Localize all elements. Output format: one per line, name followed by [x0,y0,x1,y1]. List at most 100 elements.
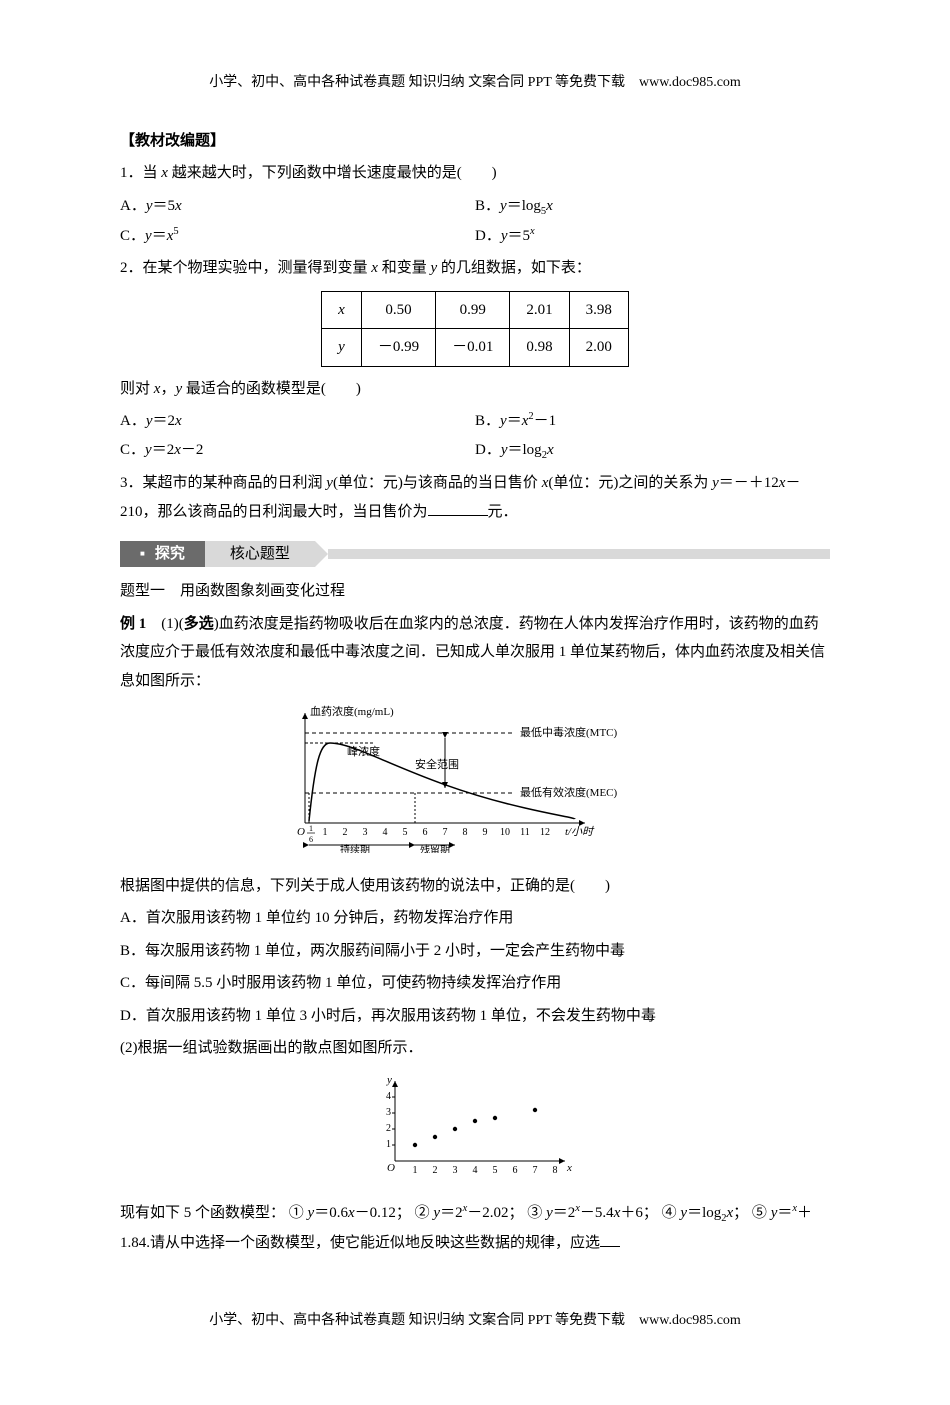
q3-stem: 3．某超市的某种商品的日利润 y(单位：元)与该商品的当日售价 x(单位：元)之… [120,469,830,526]
opt-var-x: x [174,442,181,458]
blank-input[interactable] [428,500,488,516]
ex1-p3b: 请从中选择一个函数模型，使它能近似地反映这些数据的规律，应选 [150,1235,600,1251]
q3-tail: 元． [488,504,518,520]
footer-link: 小学、初中、高中各种试卷真题 知识归纳 文案合同 PPT 等免费下载 www.d… [120,1308,830,1335]
fig2-yt: 4 [386,1091,391,1102]
fig1-xlabel: t/小时 [565,825,595,838]
ribbon-left: 探究 [120,541,205,567]
ribbon-mid: 核心题型 [205,541,315,567]
fig1-peak: 峰浓度 [347,744,380,758]
ex1-opt-d: D．首次服用该药物 1 单位 3 小时后，再次服用该药物 1 单位，不会发生药物… [120,1002,830,1031]
fig2-yt: 2 [386,1123,391,1134]
opt-var-x: x [546,198,553,214]
opt-var-y: y [500,198,507,214]
m4-eq: ＝log [687,1205,721,1221]
opt-rest: ＝ [507,413,522,429]
table-cell: x [322,291,362,329]
fig1-xt: 6 [423,827,428,838]
q1-opt-b: B．y＝log5x [475,192,830,222]
ex1-label: 例 1 [120,616,146,632]
fig1-xt: 1 [323,827,328,838]
m3-y: y [546,1205,553,1221]
opt-label: B． [475,413,500,429]
fig1-origin: O [297,826,305,838]
fig1-mec: 最低有效浓度(MEC) [520,785,617,799]
m2-circ: ② [415,1205,430,1221]
m5-eq: ＝ [777,1205,792,1221]
q3-u1: (单位：元)与该商品的当日售价 [333,475,542,491]
q3-y: y [326,475,333,491]
fig2-xt: 5 [493,1165,498,1176]
ex1-opt-b: B．每次服用该药物 1 单位，两次服药间隔小于 2 小时，一定会产生药物中毒 [120,937,830,966]
fig1-xt: 5 [403,827,408,838]
ex1-stem2: 根据图中提供的信息，下列关于成人使用该药物的说法中，正确的是( ) [120,872,830,901]
q1-stem: 1．当 x 越来越大时，下列函数中增长速度最快的是( ) [120,159,830,188]
fig1-xt: 12 [540,827,550,838]
blank-input[interactable] [600,1231,620,1247]
fig1-safe: 安全范围 [415,757,459,771]
fig2-yt: 1 [386,1139,391,1150]
q2-stem2: 则对 x，y 最适合的函数模型是( ) [120,375,830,404]
m1-x: x [348,1205,355,1221]
q1-opt-d: D．y＝5x [475,222,830,251]
opt-var-y: y [146,198,153,214]
m2-eq: ＝2 [440,1205,463,1221]
opt-rest: ＝ [152,228,167,244]
table-cell: y [322,329,362,367]
fig2-xt: 4 [473,1165,478,1176]
m3-mid: －5.4 [580,1205,614,1221]
opt-var-y: y [500,413,507,429]
m1-circ: ① [289,1205,304,1221]
q2-mid: 和变量 [378,260,431,276]
opt-var-y: y [501,442,508,458]
ex1-p1: 例 1 (1)(多选)血药浓度是指药物吸收后在血浆内的总浓度．药物在人体内发挥治… [120,610,830,696]
ex1-p1b: 多选 [184,616,214,632]
table-cell: 0.50 [361,291,435,329]
fig2-origin: O [387,1162,395,1174]
opt-var-y: y [145,228,152,244]
m5-circ: ⑤ [752,1205,767,1221]
table-cell: 0.99 [436,291,510,329]
opt-rest: ＝log [507,198,541,214]
ex1-p3: 现有如下 5 个函数模型： ① y＝0.6x－0.12； ② y＝2x－2.02… [120,1199,830,1257]
opt-rest: ＝2 [153,413,176,429]
q2-s2-pre: 则对 [120,381,154,397]
fig2-xt: 2 [433,1165,438,1176]
q2-opt-c: C．y＝2x－2 [120,436,475,466]
q2-opt-a: A．y＝2x [120,407,475,436]
table-cell: 3.98 [569,291,628,329]
q2-x: x [371,260,378,276]
q3-eq: ＝－＋12 [719,475,779,491]
fig2-y: y [386,1074,392,1086]
q2-opt-b: B．y＝x2－1 [475,407,830,436]
q2-post: 的几组数据，如下表： [437,260,591,276]
table-cell: －0.01 [436,329,510,367]
opt-label: C． [120,442,145,458]
ex1-figure2: O y x 1 2 3 4 1 2 3 4 5 6 7 8 [120,1071,830,1192]
q2-pre: 2．在某个物理实验中，测量得到变量 [120,260,371,276]
opt-label: D． [475,442,501,458]
table-row: y －0.99 －0.01 0.98 2.00 [322,329,629,367]
opt-rest: ＝log [508,442,542,458]
ex1-p1c: )血药浓度是指药物吸收后在血浆内的总浓度．药物在人体内发挥治疗作用时，该药物的血… [120,616,825,689]
fig1-dur: 持续期 [340,843,370,853]
opt-tail: －2 [181,442,204,458]
header-link: 小学、初中、高中各种试卷真题 知识归纳 文案合同 PPT 等免费下载 www.d… [120,70,830,97]
fig1-xt: 2 [343,827,348,838]
q1-opt-c: C．y＝x5 [120,222,475,251]
fig1-res: 残留期 [420,843,450,853]
q2-table: x 0.50 0.99 2.01 3.98 y －0.99 －0.01 0.98… [321,291,629,367]
opt-var-y: y [501,228,508,244]
fig1-mtc: 最低中毒浓度(MTC) [520,725,617,739]
m3-t: ＋6； [620,1205,658,1221]
fig2-x: x [566,1162,572,1174]
fig1-xt: 3 [363,827,368,838]
m4-t: ； [733,1205,748,1221]
table-cell: 2.00 [569,329,628,367]
fig2-xt: 1 [413,1165,418,1176]
q2-opt-d: D．y＝log2x [475,436,830,466]
fig2-yt: 3 [386,1107,391,1118]
m2-t: －2.02； [467,1205,523,1221]
q3-u2: (单位：元)之间的关系为 [548,475,712,491]
ex1-opt-c: C．每间隔 5.5 小时服用该药物 1 单位，可使药物持续发挥治疗作用 [120,969,830,998]
